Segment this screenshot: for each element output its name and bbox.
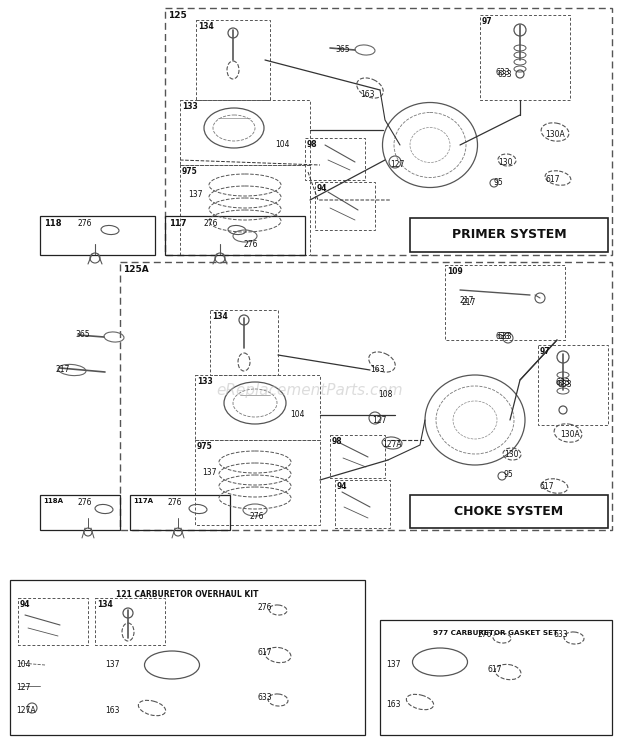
Text: 98: 98	[332, 437, 343, 446]
Text: 633: 633	[498, 70, 513, 79]
Text: 365: 365	[75, 330, 90, 339]
Text: 137: 137	[105, 660, 120, 669]
Text: 121 CARBURETOR OVERHAUL KIT: 121 CARBURETOR OVERHAUL KIT	[117, 590, 259, 599]
Text: 133: 133	[197, 377, 213, 386]
Text: 130A: 130A	[560, 430, 580, 439]
Text: 104: 104	[275, 140, 290, 149]
Text: 217: 217	[461, 298, 476, 307]
Text: 118: 118	[44, 219, 61, 228]
Text: 130: 130	[498, 158, 513, 167]
Text: 127: 127	[372, 416, 386, 425]
Text: 130A: 130A	[545, 130, 565, 139]
Text: 134: 134	[97, 600, 113, 609]
Polygon shape	[410, 495, 608, 528]
Text: 163: 163	[105, 706, 120, 715]
Text: 633: 633	[496, 68, 511, 77]
Text: 137: 137	[188, 190, 203, 199]
Text: 977 CARBURETOR GASKET SET: 977 CARBURETOR GASKET SET	[433, 630, 559, 636]
Text: 276: 276	[168, 498, 182, 507]
Text: 125: 125	[168, 11, 187, 20]
Text: 975: 975	[182, 167, 198, 176]
Text: 365: 365	[335, 45, 350, 54]
Text: 117: 117	[169, 219, 187, 228]
Text: 137: 137	[386, 660, 401, 669]
Text: 130: 130	[504, 450, 518, 459]
Text: 617: 617	[258, 648, 273, 657]
Text: 633: 633	[497, 332, 511, 341]
Text: 104: 104	[290, 410, 304, 419]
Text: 108: 108	[378, 390, 392, 399]
Text: 163: 163	[360, 90, 374, 99]
Text: 94: 94	[20, 600, 30, 609]
Text: 276: 276	[78, 498, 92, 507]
Text: 276: 276	[203, 219, 218, 228]
Text: 617: 617	[488, 665, 502, 674]
Text: 163: 163	[386, 700, 401, 709]
Text: 217: 217	[55, 365, 69, 374]
Text: 117A: 117A	[133, 498, 153, 504]
Text: 633: 633	[495, 332, 510, 341]
Text: 127: 127	[390, 160, 404, 169]
Text: 104: 104	[16, 660, 30, 669]
Text: CHOKE SYSTEM: CHOKE SYSTEM	[454, 505, 564, 518]
Text: 127A: 127A	[16, 706, 35, 715]
Text: 633: 633	[556, 378, 570, 387]
Text: 127: 127	[16, 683, 30, 692]
Text: 276: 276	[258, 603, 273, 612]
Text: eReplacementParts.com: eReplacementParts.com	[216, 382, 404, 397]
Text: 95: 95	[504, 470, 514, 479]
Text: 134: 134	[212, 312, 228, 321]
Text: 94: 94	[317, 184, 327, 193]
Text: 633: 633	[558, 380, 573, 389]
Text: 633: 633	[258, 693, 273, 702]
Text: 97: 97	[540, 347, 551, 356]
Text: 98: 98	[307, 140, 317, 149]
Text: 276: 276	[78, 219, 92, 228]
Text: 94: 94	[337, 482, 347, 491]
Text: 127A: 127A	[382, 440, 402, 449]
Text: 163: 163	[370, 365, 384, 374]
Text: 125A: 125A	[123, 265, 149, 274]
Text: 134: 134	[198, 22, 214, 31]
Text: 633: 633	[554, 630, 569, 639]
Text: 97: 97	[482, 17, 493, 26]
Polygon shape	[410, 218, 608, 252]
Text: 617: 617	[545, 175, 559, 184]
Text: 95: 95	[494, 178, 503, 187]
Text: 118A: 118A	[43, 498, 63, 504]
Text: 276: 276	[249, 512, 264, 521]
Text: 276: 276	[244, 240, 259, 249]
Text: 617: 617	[540, 482, 554, 491]
Text: 133: 133	[182, 102, 198, 111]
Text: 109: 109	[447, 267, 463, 276]
Text: 217: 217	[459, 296, 474, 305]
Text: PRIMER SYSTEM: PRIMER SYSTEM	[452, 228, 566, 242]
Text: 975: 975	[197, 442, 213, 451]
Text: 137: 137	[202, 468, 216, 477]
Text: 276: 276	[478, 630, 492, 639]
